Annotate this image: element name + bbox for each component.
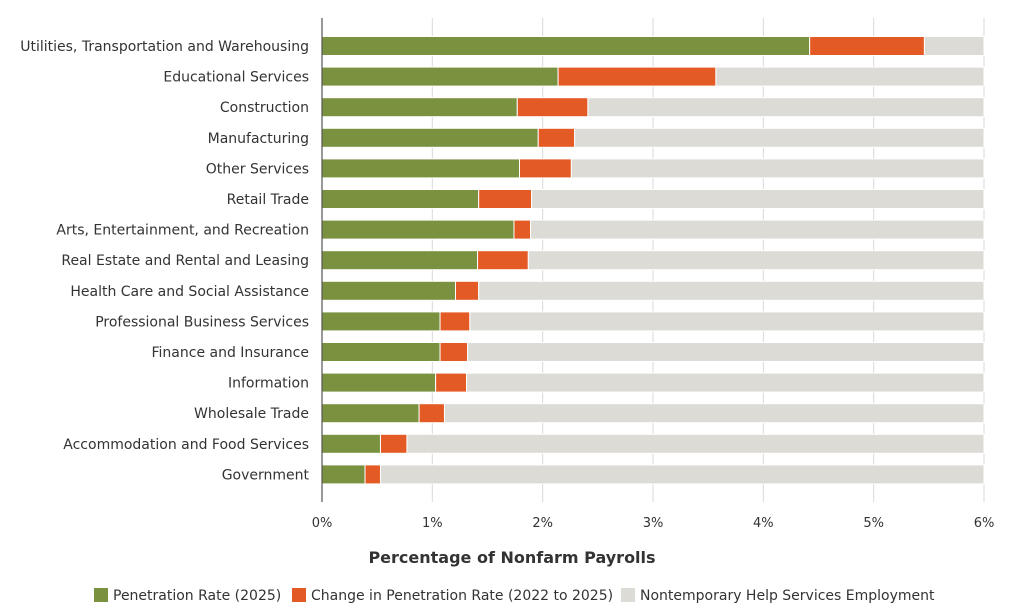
category-label: Utilities, Transportation and Warehousin…: [20, 39, 309, 55]
bar-segment: [321, 127, 539, 148]
category-label: Construction: [220, 100, 309, 116]
bar-segment: [321, 280, 457, 301]
bar-segment: [321, 342, 441, 362]
bar-segment: [478, 280, 985, 301]
bar-segment: [467, 342, 985, 362]
bar-segment: [439, 342, 469, 362]
bar-segment: [531, 189, 985, 209]
category-label: Information: [228, 376, 309, 392]
category-label: Health Care and Social Assistance: [70, 284, 309, 300]
bar-segment: [379, 433, 408, 454]
category-labels: Utilities, Transportation and Warehousin…: [20, 39, 309, 483]
category-label: Wholesale Trade: [194, 406, 309, 422]
category-label: Real Estate and Rental and Leasing: [61, 253, 309, 269]
bar-segment: [321, 158, 520, 179]
bar-segment: [321, 372, 437, 393]
legend-swatch: [621, 588, 635, 602]
category-label: Arts, Entertainment, and Recreation: [56, 223, 309, 239]
x-tick-label: 4%: [753, 516, 774, 531]
bar-segment: [443, 403, 985, 424]
bar-segment: [513, 219, 532, 240]
legend: Penetration Rate (2025) Change in Penetra…: [94, 588, 935, 604]
bar-segment: [321, 464, 366, 485]
bar-segment: [321, 97, 518, 118]
bar-segment: [321, 219, 515, 240]
bar-segment: [574, 127, 985, 148]
bar-segment: [439, 311, 471, 332]
x-tick-label: 5%: [863, 516, 884, 531]
category-label: Professional Business Services: [95, 314, 309, 330]
bar-segment: [469, 311, 985, 332]
bar-segment: [321, 311, 441, 332]
legend-swatch: [94, 588, 108, 602]
category-label: Manufacturing: [208, 131, 309, 147]
bar-segment: [321, 66, 559, 87]
bar-segment: [587, 97, 985, 118]
x-tick-label: 3%: [643, 516, 664, 531]
category-label: Retail Trade: [227, 192, 309, 208]
bar-segment: [477, 250, 529, 271]
x-axis-title: Percentage of Nonfarm Payrolls: [368, 548, 655, 567]
bar-segment: [321, 250, 479, 271]
bar-segment: [364, 464, 381, 485]
bar-segment: [455, 280, 480, 301]
category-label: Educational Services: [163, 70, 309, 86]
bar-segment: [379, 464, 985, 485]
bar-segment: [321, 403, 420, 424]
bar-segment: [530, 219, 985, 240]
legend-label: Change in Penetration Rate (2022 to 2025…: [311, 588, 613, 604]
x-tick-labels: 0% 1% 2% 3% 4% 5% 6%: [312, 516, 995, 531]
bar-segment: [478, 189, 533, 209]
category-label: Other Services: [206, 161, 309, 177]
x-tick-label: 1%: [422, 516, 443, 531]
category-label: Accommodation and Food Services: [63, 437, 309, 453]
category-label: Government: [222, 467, 310, 483]
bar-segment: [518, 158, 572, 179]
category-label: Finance and Insurance: [152, 345, 310, 361]
bar-segment: [715, 66, 985, 87]
bar-segment: [321, 36, 811, 56]
bar-segment: [557, 66, 717, 87]
bar-segment: [570, 158, 985, 179]
bar-segment: [406, 433, 985, 454]
legend-label: Nontemporary Help Services Employment: [640, 588, 935, 604]
bar-segment: [435, 372, 468, 393]
legend-swatch: [292, 588, 306, 602]
x-tick-label: 0%: [312, 516, 333, 531]
bar-segment: [516, 97, 589, 118]
x-tick-label: 2%: [532, 516, 553, 531]
legend-label: Penetration Rate (2025): [113, 588, 281, 604]
bar-segment: [321, 189, 480, 209]
bar-segment: [466, 372, 985, 393]
bar-segment: [537, 127, 576, 148]
bar-segment: [809, 36, 925, 56]
bar-segment: [321, 433, 381, 454]
bars: [321, 36, 985, 485]
bar-segment: [418, 403, 445, 424]
bar-segment: [527, 250, 985, 271]
bar-segment: [923, 36, 985, 56]
x-tick-label: 6%: [974, 516, 995, 531]
